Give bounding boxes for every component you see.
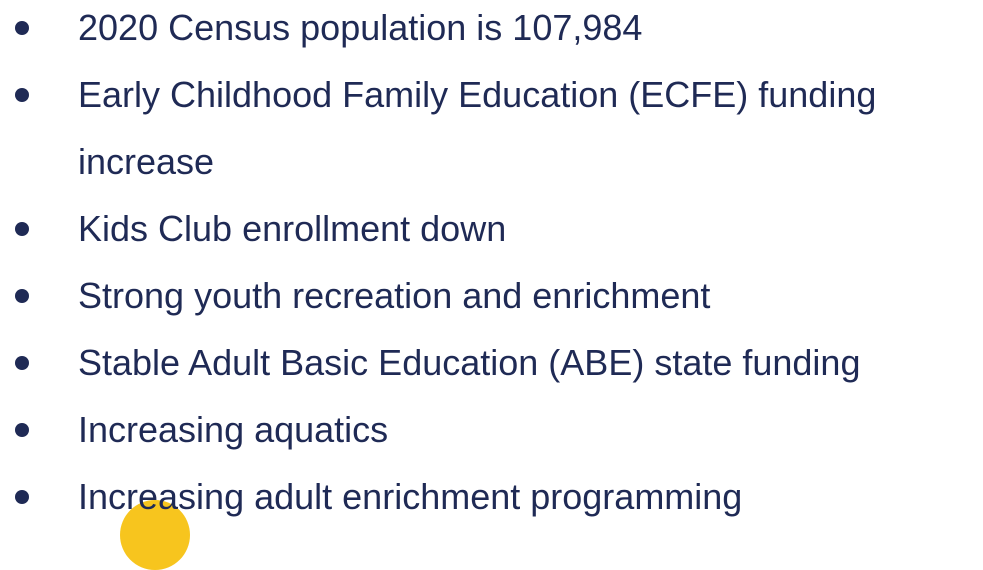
bullet-list: 2020 Census population is 107,984 Early C… xyxy=(0,0,958,530)
bullet-item: Early Childhood Family Education (ECFE) … xyxy=(0,61,958,195)
bullet-item: Kids Club enrollment down xyxy=(0,195,958,262)
bullet-text: Early Childhood Family Education (ECFE) … xyxy=(78,74,877,182)
bullet-text: Increasing adult enrichment programming xyxy=(78,476,743,517)
bullet-text: Stable Adult Basic Education (ABE) state… xyxy=(78,342,861,383)
bullet-item: Increasing adult enrichment programming xyxy=(0,463,958,530)
bullet-item: Strong youth recreation and enrichment xyxy=(0,262,958,329)
bullet-text: Kids Club enrollment down xyxy=(78,208,507,249)
bullet-text: Increasing aquatics xyxy=(78,409,389,450)
page: 2020 Census population is 107,984 Early C… xyxy=(15,7,877,570)
bullet-text: 2020 Census population is 107,984 xyxy=(78,7,643,48)
bullet-item: Increasing aquatics xyxy=(0,396,958,463)
bullet-item: Stable Adult Basic Education (ABE) state… xyxy=(0,329,958,396)
bullet-text: Strong youth recreation and enrichment xyxy=(78,275,711,316)
bullet-item: 2020 Census population is 107,984 xyxy=(0,0,958,61)
